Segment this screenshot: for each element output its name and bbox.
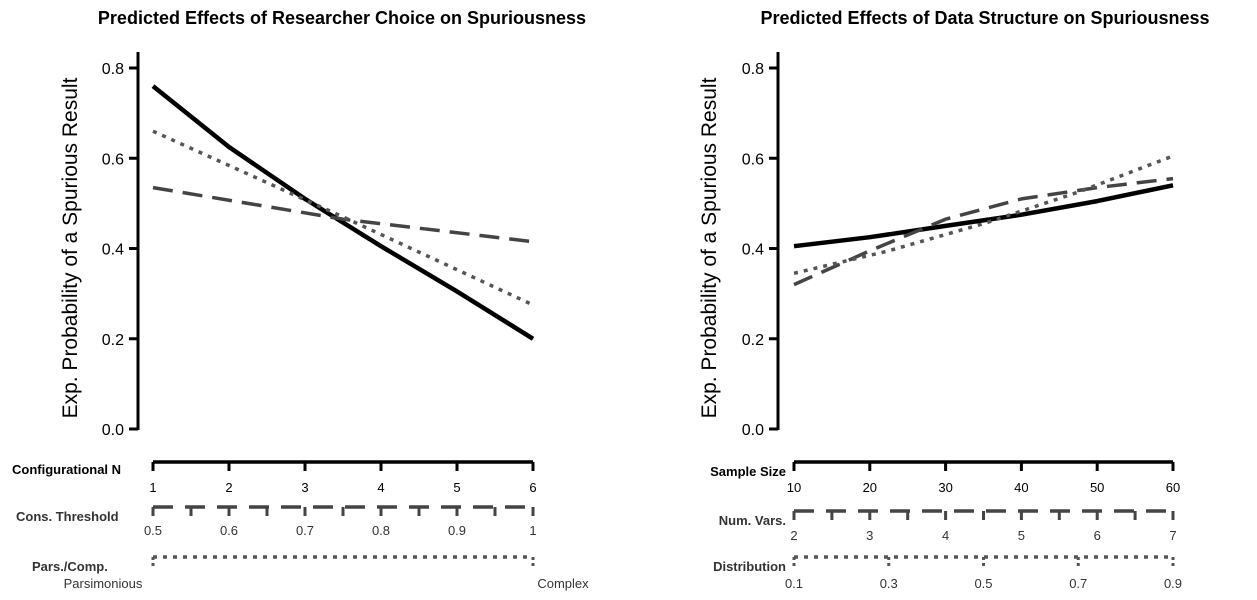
left-axis-1-tick-label: 0.5 [144,523,162,538]
left-axis-0-tick-label: 4 [377,480,384,495]
right-axis-1-tick-label: 5 [1018,528,1025,543]
right-y-tick-label: 0.8 [742,61,764,78]
left-y-tick-label: 0.8 [102,61,124,78]
left-axis-1-tick-label: 1 [529,523,536,538]
right-axis-1-tick-label: 7 [1169,528,1176,543]
right-panel: Predicted Effects of Data Structure on S… [698,8,1210,591]
right-axis-0-tick-label: 20 [863,480,877,495]
right-axis-1-tick-label: 3 [866,528,873,543]
right-axis-0-tick-label: 50 [1090,480,1104,495]
left-axis-label-0: Configurational N [12,462,121,477]
left-axis-1-tick-label: 0.8 [372,523,390,538]
right-y-axis-label: Exp. Probability of a Spurious Result [698,77,721,418]
right-y-tick-label: 0.4 [742,242,764,259]
left-chart-title: Predicted Effects of Researcher Choice o… [98,8,586,28]
right-y-ticks: 0.0 0.2 0.4 0.6 0.8 [742,61,778,439]
left-axis-1-tick-label: 0.7 [296,523,314,538]
left-y-tick-label: 0.4 [102,242,124,259]
right-axis-0-tick-label: 60 [1166,480,1180,495]
left-series-solid-line [151,84,535,341]
left-series-dashed-line [152,185,534,244]
left-axis-0-tick-label: 2 [225,480,232,495]
left-bottom-axes: Configurational N 1 2 3 4 5 6 Cons. Threshold 0.… [12,460,589,591]
right-series-solid-line [793,183,1174,249]
left-y-axis-label: Exp. Probability of a Spurious Result [59,77,82,418]
left-y-tick-label: 0.6 [102,151,124,168]
right-axis-2-tick-label: 0.9 [1164,576,1182,591]
right-axis-0-tick-label: 30 [938,480,952,495]
right-axis-0-tick-label: 40 [1014,480,1028,495]
right-axis-2-tick-label: 0.1 [785,576,803,591]
right-chart-title: Predicted Effects of Data Structure on S… [760,8,1209,28]
left-axis-1-tick-label: 0.6 [220,523,238,538]
left-axis-label-2: Pars./Comp. [32,559,108,574]
right-axis-1-tick-label: 4 [942,528,949,543]
left-panel: Predicted Effects of Researcher Choice o… [12,8,589,591]
right-axis-label-0: Sample Size [710,464,786,479]
left-axis-2-tick-label: Parsimonious [64,576,143,591]
right-y-tick-label: 0.0 [742,422,764,439]
left-axis-0-tick-label: 6 [529,480,536,495]
left-axis-0-tick-label: 5 [453,480,460,495]
right-axis-1-tick-label: 6 [1094,528,1101,543]
left-axis-1-tick-label: 0.9 [448,523,466,538]
left-series [151,84,535,341]
right-y-tick-label: 0.2 [742,332,764,349]
right-axis-label-2: Distribution [713,559,786,574]
right-series [793,154,1174,287]
right-series-dashed-line [793,176,1174,287]
left-y-ticks: 0.0 0.2 0.4 0.6 0.8 [102,61,138,439]
right-axis-2-tick-label: 0.5 [974,576,992,591]
left-axis-0-tick-label: 1 [149,480,156,495]
right-axis-0-tick-label: 10 [787,480,801,495]
left-axis-2-tick-label: Complex [537,576,589,591]
right-axis-2-tick-label: 0.7 [1069,576,1087,591]
left-axis-0-tick-label: 3 [301,480,308,495]
right-axis-1-tick-label: 2 [790,528,797,543]
right-series-dotted-line [793,154,1174,276]
left-y-tick-label: 0.0 [102,422,124,439]
left-y-tick-label: 0.2 [102,332,124,349]
right-y-tick-label: 0.6 [742,151,764,168]
right-axis-2-tick-label: 0.3 [880,576,898,591]
left-axis-label-1: Cons. Threshold [16,509,119,524]
right-axis-label-1: Num. Vars. [719,513,786,528]
